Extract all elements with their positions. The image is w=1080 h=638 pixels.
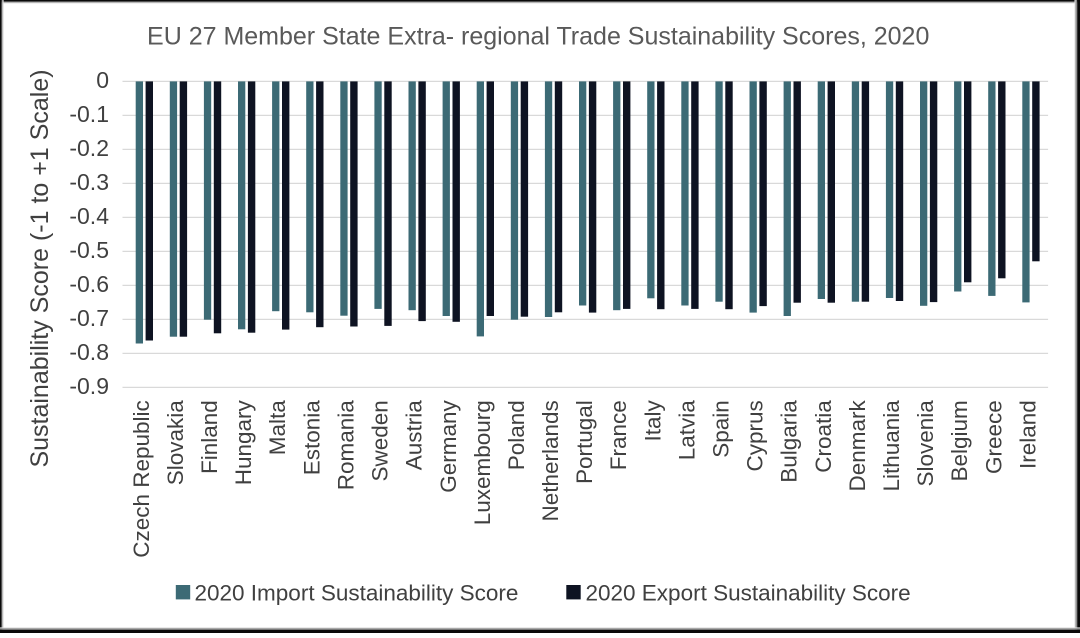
svg-text:2020 Import Sustainability Sco: 2020 Import Sustainability Score [195, 580, 519, 605]
svg-text:Czech Republic: Czech Republic [129, 400, 154, 558]
svg-text:Ireland: Ireland [1016, 400, 1041, 469]
svg-text:Denmark: Denmark [845, 399, 870, 491]
svg-text:-0.4: -0.4 [69, 203, 109, 229]
svg-text:Greece: Greece [981, 400, 1006, 474]
svg-text:Spain: Spain [709, 400, 734, 458]
svg-text:2020 Export Sustainability Sco: 2020 Export Sustainability Score [586, 580, 911, 605]
svg-text:Cyprus: Cyprus [743, 400, 768, 471]
svg-text:Sweden: Sweden [368, 400, 393, 481]
svg-text:0: 0 [96, 67, 109, 93]
svg-text:Poland: Poland [504, 400, 529, 470]
svg-text:Portugal: Portugal [572, 400, 597, 484]
svg-text:Sustainability Score (-1 to +1: Sustainability Score (-1 to +1 Scale) [26, 69, 54, 467]
svg-text:Latvia: Latvia [674, 400, 699, 461]
svg-text:EU 27 Member State Extra- regi: EU 27 Member State Extra- regional Trade… [147, 23, 929, 51]
svg-text:-0.2: -0.2 [69, 135, 109, 161]
svg-text:-0.5: -0.5 [69, 237, 109, 263]
svg-text:-0.1: -0.1 [69, 101, 109, 127]
svg-text:-0.6: -0.6 [69, 271, 109, 297]
svg-text:Estonia: Estonia [299, 400, 324, 476]
svg-text:Slovenia: Slovenia [913, 400, 938, 487]
svg-text:Italy: Italy [640, 399, 665, 441]
svg-text:France: France [606, 400, 631, 470]
svg-text:Finland: Finland [197, 400, 222, 474]
svg-text:Luxembourg: Luxembourg [470, 400, 495, 525]
svg-text:Slovakia: Slovakia [163, 400, 188, 486]
svg-text:Malta: Malta [265, 400, 290, 456]
svg-text:Lithuania: Lithuania [879, 400, 904, 492]
svg-text:Germany: Germany [436, 399, 461, 492]
svg-text:-0.9: -0.9 [69, 373, 109, 399]
svg-text:Croatia: Croatia [811, 400, 836, 473]
svg-text:Netherlands: Netherlands [538, 400, 563, 521]
svg-text:-0.8: -0.8 [69, 339, 109, 365]
svg-text:Austria: Austria [402, 400, 427, 471]
svg-text:-0.7: -0.7 [69, 305, 109, 331]
svg-text:Hungary: Hungary [231, 399, 256, 485]
svg-text:-0.3: -0.3 [69, 169, 109, 195]
svg-text:Romania: Romania [334, 400, 359, 491]
svg-text:Belgium: Belgium [947, 400, 972, 481]
svg-text:Bulgaria: Bulgaria [777, 400, 802, 483]
